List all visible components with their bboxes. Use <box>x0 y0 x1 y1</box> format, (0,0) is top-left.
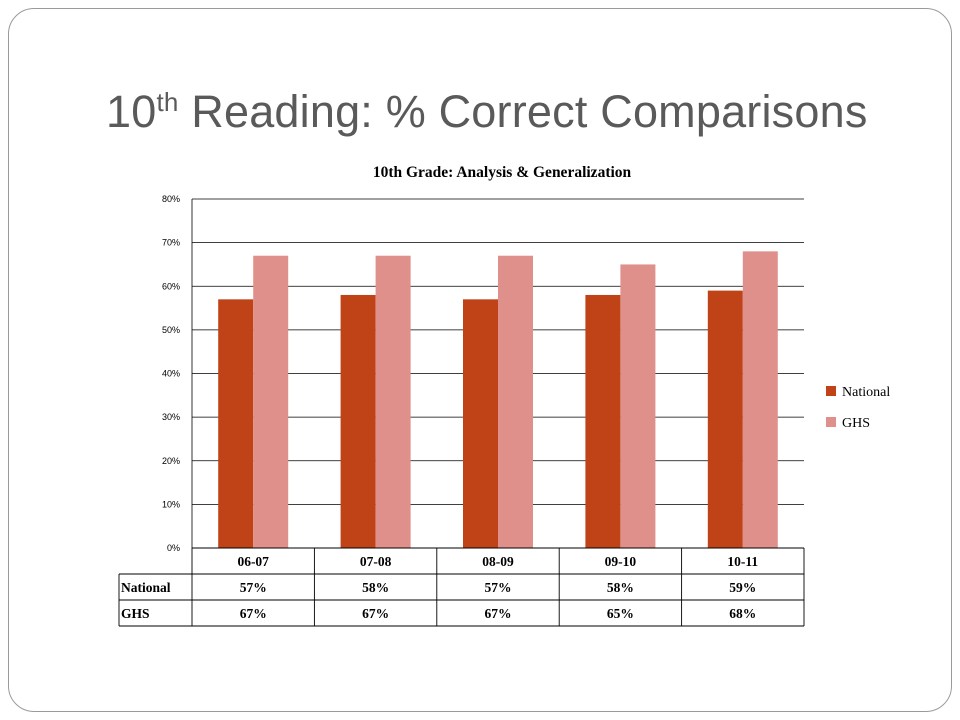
bar-national-06-07 <box>218 299 254 548</box>
category-label: 09-10 <box>605 554 637 569</box>
table-cell: 67% <box>485 606 512 621</box>
bar-national-09-10 <box>585 294 621 548</box>
bar-ghs-08-09 <box>498 255 533 548</box>
category-label: 06-07 <box>237 554 269 569</box>
y-tick-label: 40% <box>162 369 180 379</box>
table-cell: 67% <box>362 606 389 621</box>
table-row-header: GHS <box>121 606 150 621</box>
legend-swatch-ghs <box>826 417 836 427</box>
table-row-header: National <box>121 580 171 595</box>
y-tick-label: 70% <box>162 238 180 248</box>
y-tick-label: 20% <box>162 456 180 466</box>
table-cell: 68% <box>729 606 756 621</box>
bar-national-08-09 <box>463 299 498 548</box>
bar-ghs-07-08 <box>375 255 411 548</box>
table-cell: 59% <box>729 580 756 595</box>
slide-title: 10th Reading: % Correct Comparisons <box>106 86 868 138</box>
y-tick-label: 30% <box>162 412 180 422</box>
table-cell: 58% <box>362 580 389 595</box>
title-superscript: th <box>156 87 179 117</box>
y-tick-label: 0% <box>167 543 180 553</box>
y-tick-label: 60% <box>162 281 180 291</box>
legend-label-ghs: GHS <box>842 416 870 431</box>
category-label: 07-08 <box>360 554 392 569</box>
category-label: 08-09 <box>482 554 514 569</box>
title-text: Reading: % Correct Comparisons <box>178 86 868 137</box>
table-cell: 67% <box>240 606 267 621</box>
bar-ghs-06-07 <box>253 255 289 548</box>
table-cell: 58% <box>607 580 634 595</box>
y-tick-label: 50% <box>162 325 180 335</box>
bar-ghs-09-10 <box>620 264 656 548</box>
legend-label-national: National <box>842 385 890 400</box>
y-tick-label: 80% <box>162 194 180 204</box>
bar-national-07-08 <box>340 294 376 548</box>
table-cell: 65% <box>607 606 634 621</box>
y-tick-label: 10% <box>162 499 180 509</box>
table-cell: 57% <box>240 580 267 595</box>
category-label: 10-11 <box>727 554 758 569</box>
table-cell: 57% <box>485 580 512 595</box>
title-number: 10 <box>106 86 157 137</box>
legend-swatch-national <box>826 386 836 396</box>
bar-ghs-10-11 <box>742 251 778 548</box>
bar-national-10-11 <box>707 290 743 548</box>
chart-title: 10th Grade: Analysis & Generalization <box>373 164 632 181</box>
